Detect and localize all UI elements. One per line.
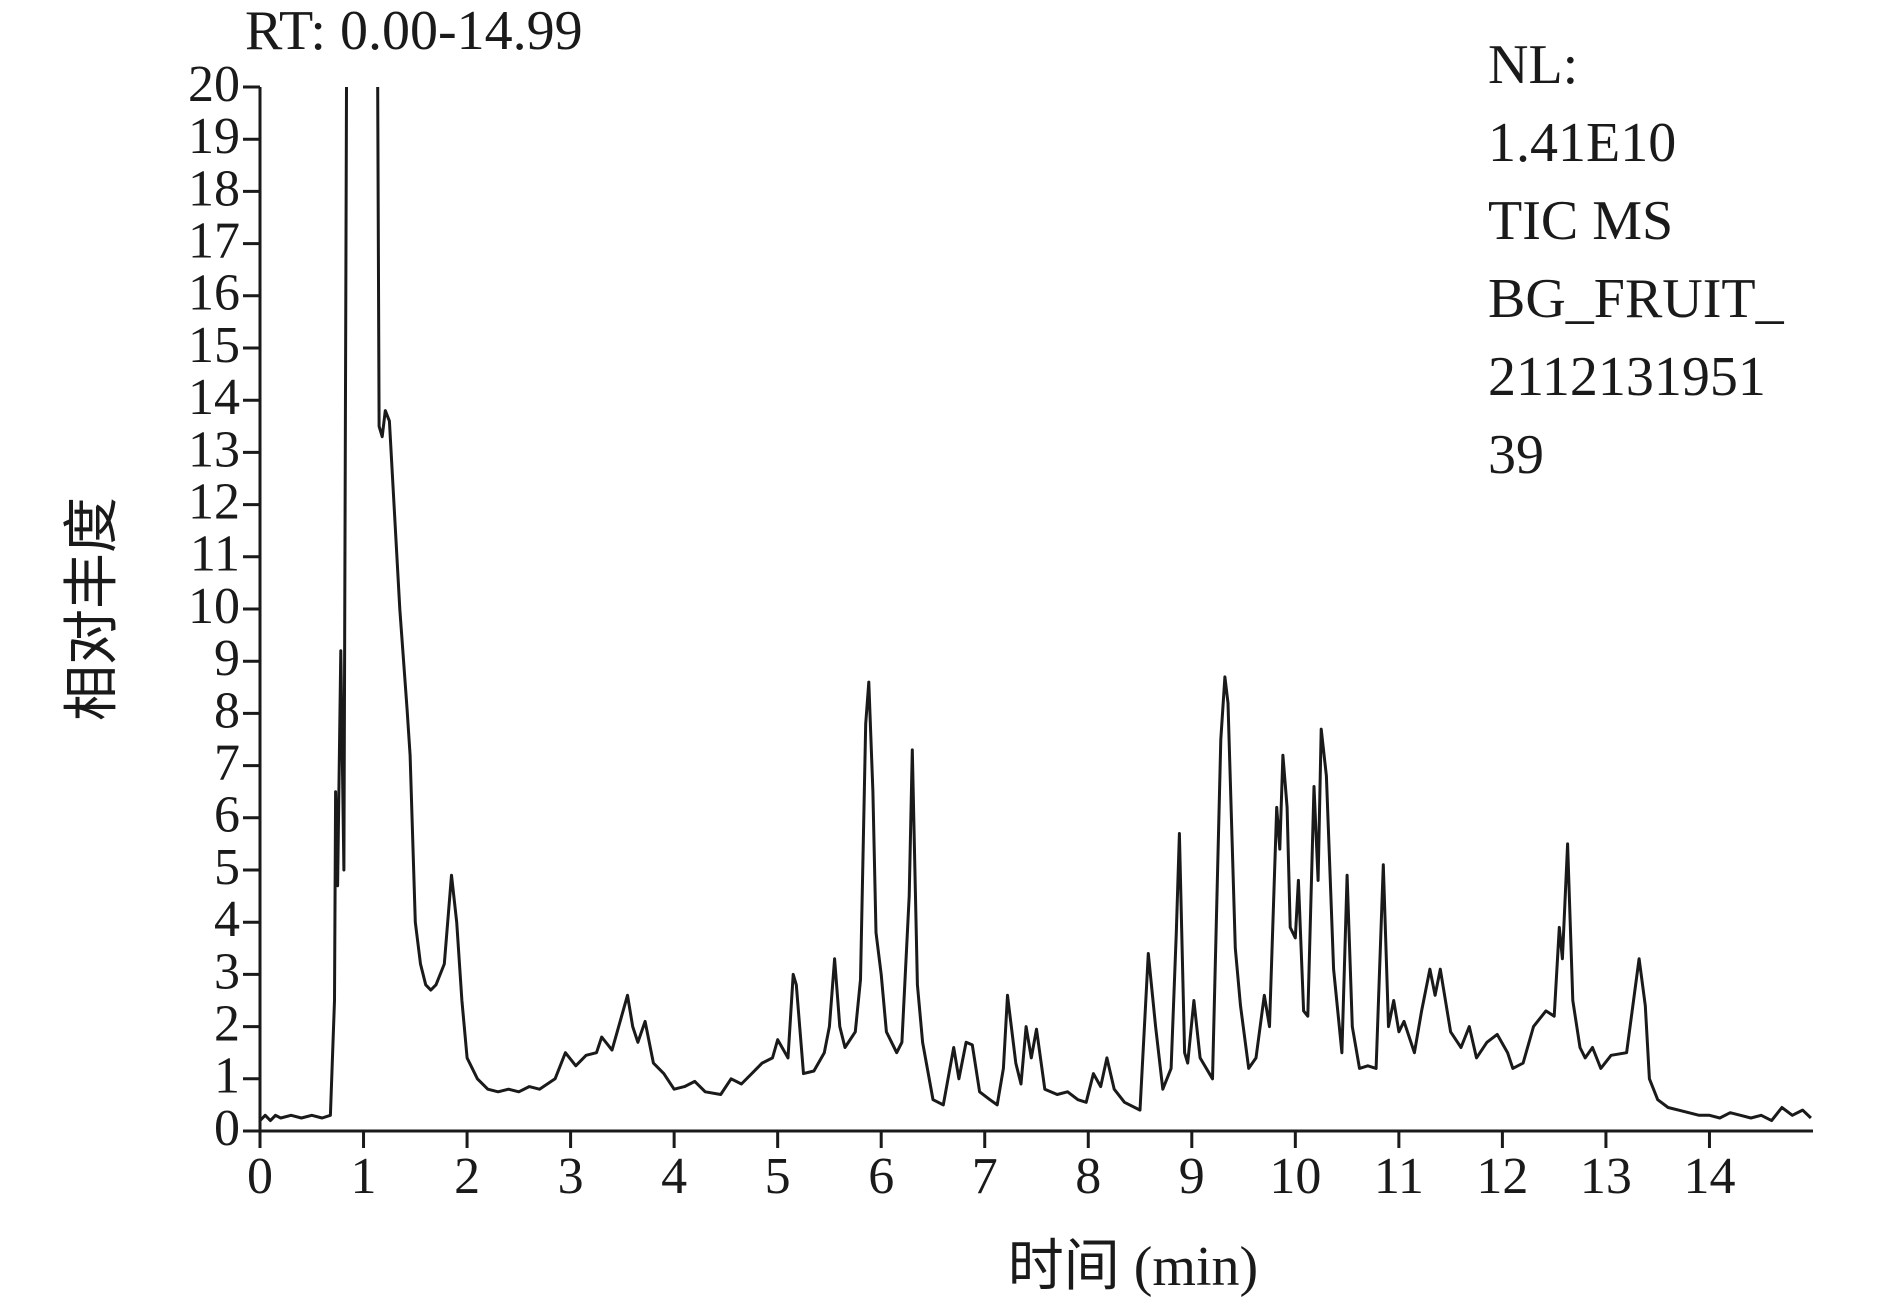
y-tick-label: 9 [214,630,240,687]
x-tick-label: 8 [1075,1148,1101,1205]
y-tick-label: 8 [214,682,240,739]
y-tick-label: 7 [214,735,240,792]
y-tick-label: 2 [214,996,240,1053]
y-tick-label: 13 [188,421,240,478]
x-tick-label: 10 [1269,1148,1321,1205]
y-tick-label: 15 [188,317,240,374]
y-tick-label: 12 [188,474,240,531]
y-tick-label: 11 [190,526,240,583]
y-tick-label: 0 [214,1100,240,1157]
x-tick-label: 7 [972,1148,998,1205]
y-tick-label: 6 [214,787,240,844]
x-tick-label: 6 [868,1148,894,1205]
y-tick-label: 17 [188,213,240,270]
y-tick-label: 10 [188,578,240,635]
x-tick-label: 14 [1683,1148,1735,1205]
y-tick-label: 18 [188,160,240,217]
annotation: 39 [1488,424,1544,486]
x-tick-label: 1 [351,1148,377,1205]
y-tick-label: 19 [188,108,240,165]
chromatogram-line [260,87,1812,1123]
x-tick-label: 12 [1476,1148,1528,1205]
y-tick-label: 20 [188,56,240,113]
x-axis-label: 时间 (min) [1008,1236,1258,1298]
y-tick-label: 3 [214,943,240,1000]
x-tick-label: 5 [765,1148,791,1205]
x-tick-label: 4 [661,1148,687,1205]
x-tick-label: 2 [454,1148,480,1205]
annotation: BG_FRUIT_ [1488,268,1785,330]
y-tick-label: 16 [188,265,240,322]
annotation: NL: [1488,34,1578,96]
y-axis-label: 相对丰度 [62,497,124,721]
x-tick-label: 11 [1374,1148,1424,1205]
y-tick-label: 5 [214,839,240,896]
x-tick-label: 13 [1580,1148,1632,1205]
y-tick-label: 1 [214,1048,240,1105]
annotation: 1.41E10 [1488,112,1676,174]
annotation: TIC MS [1488,190,1673,252]
annotation: 2112131951 [1488,346,1766,408]
x-tick-label: 0 [247,1148,273,1205]
x-tick-label: 9 [1179,1148,1205,1205]
x-tick-label: 3 [558,1148,584,1205]
y-tick-label: 14 [188,369,240,426]
y-tick-label: 4 [214,891,240,948]
chart-title: RT: 0.00-14.99 [245,0,583,62]
